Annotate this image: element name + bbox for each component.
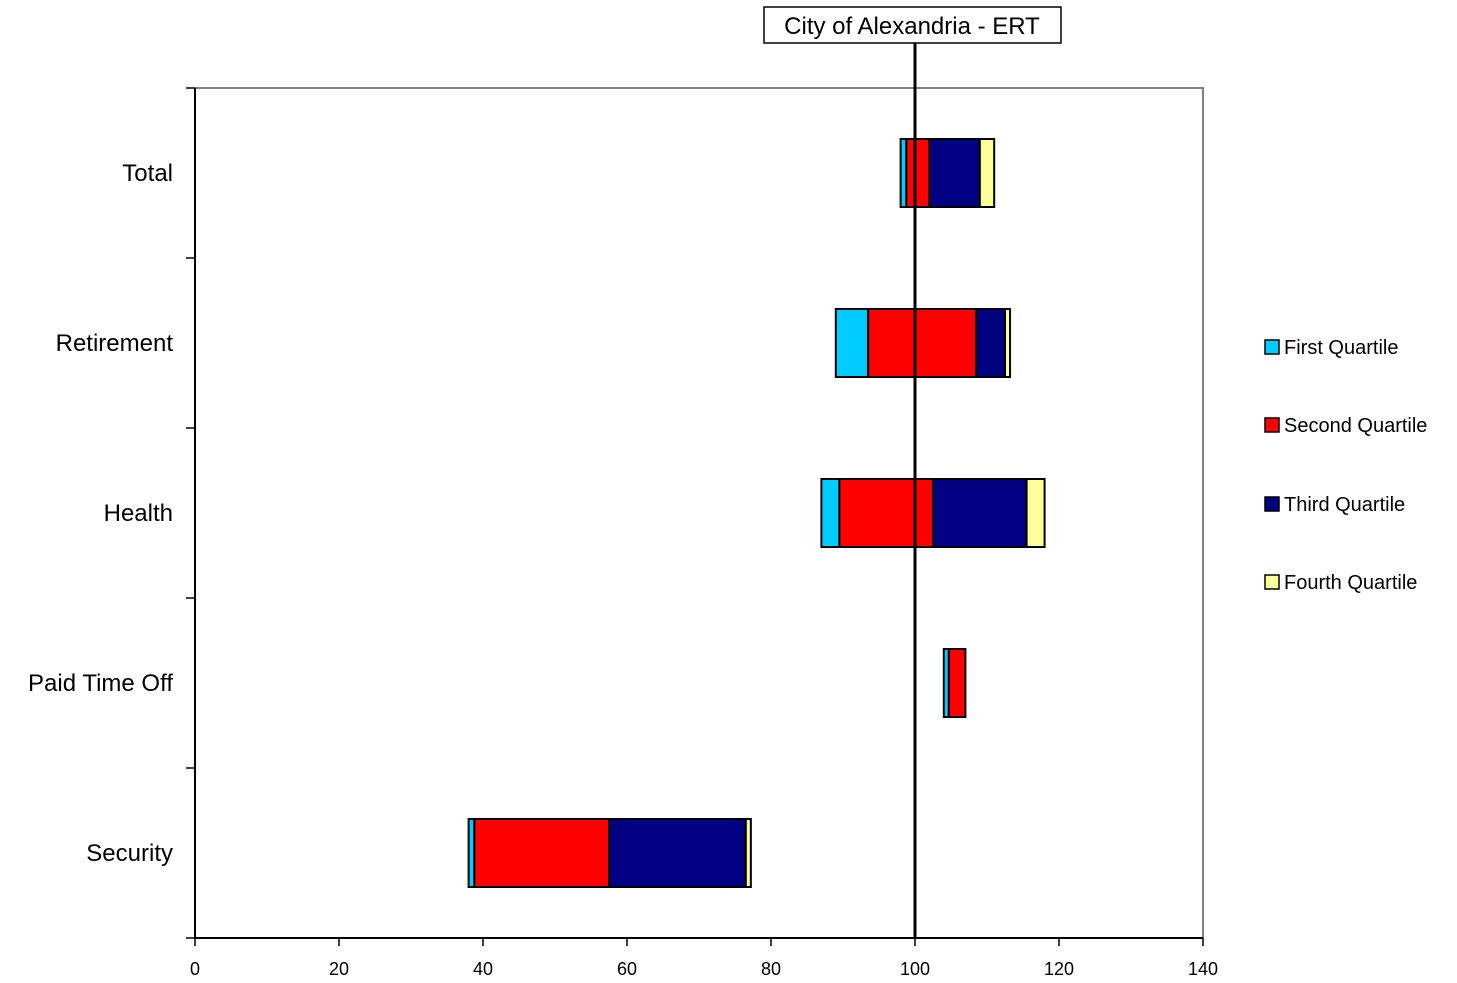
bar-security-third-quartile [608, 818, 747, 888]
bars-group [467, 138, 1046, 888]
legend-label-first-quartile: First Quartile [1284, 337, 1398, 359]
legend-label-fourth-quartile: Fourth Quartile [1284, 572, 1417, 594]
bar-retirement-second-quartile [867, 308, 978, 378]
bar-retirement-fourth-quartile [1004, 308, 1012, 378]
category-label-security: Security [86, 840, 173, 867]
bar-health-third-quartile [932, 478, 1028, 548]
category-label-retirement: Retirement [56, 330, 174, 357]
x-tick-label-100: 100 [900, 959, 930, 979]
legend-label-third-quartile: Third Quartile [1284, 494, 1405, 516]
x-tick-label-120: 120 [1044, 959, 1074, 979]
bar-paid-time-off-second-quartile [947, 648, 967, 718]
bar-security-fourth-quartile [744, 818, 752, 888]
legend-swatch-third-quartile [1264, 496, 1280, 512]
legend-swatch-second-quartile [1264, 417, 1280, 433]
bar-security-second-quartile [473, 818, 610, 888]
x-tick-label-40: 40 [473, 959, 493, 979]
x-tick-label-60: 60 [617, 959, 637, 979]
category-label-health: Health [104, 500, 173, 527]
reference-line-group: City of Alexandria - ERT [763, 6, 1062, 938]
legend-label-second-quartile: Second Quartile [1284, 415, 1427, 437]
x-tick-label-140: 140 [1188, 959, 1218, 979]
bar-health-first-quartile [820, 478, 841, 548]
x-tick-label-20: 20 [329, 959, 349, 979]
reference-label: City of Alexandria - ERT [784, 13, 1040, 40]
x-tick-label-80: 80 [761, 959, 781, 979]
bar-total-third-quartile [928, 138, 981, 208]
bar-health-second-quartile [838, 478, 935, 548]
bar-retirement-third-quartile [975, 308, 1007, 378]
legend: First Quartile Second Quartile Third Quart… [1264, 337, 1427, 594]
legend-swatch-first-quartile [1264, 339, 1280, 355]
bar-retirement-first-quartile [834, 308, 870, 378]
category-label-paid-time-off: Paid Time Off [28, 670, 173, 697]
legend-swatch-fourth-quartile [1264, 574, 1280, 590]
bar-total-fourth-quartile [978, 138, 996, 208]
plot-area-frame [194, 87, 1204, 939]
reference-label-box [763, 6, 1062, 44]
x-tick-label-0: 0 [190, 959, 200, 979]
bar-total-second-quartile [905, 138, 931, 208]
category-label-total: Total [122, 160, 173, 187]
bar-health-fourth-quartile [1025, 478, 1046, 548]
axes-group: Total Retirement Health Paid Time Off Securi… [28, 87, 1218, 979]
